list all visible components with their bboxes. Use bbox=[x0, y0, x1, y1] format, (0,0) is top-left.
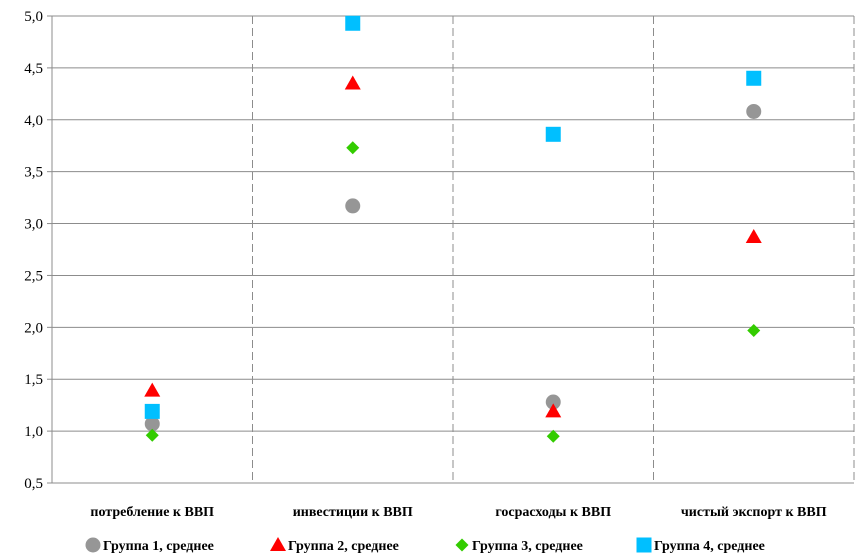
point-series4-cat4 bbox=[746, 70, 762, 86]
y-tick-label-8: 4,5 bbox=[24, 61, 43, 77]
point-series4-cat3 bbox=[545, 126, 561, 142]
legend-marker-2 bbox=[270, 537, 286, 551]
y-axis: 0,5 1,0 1,5 2,0 2,5 3,0 3,5 4,0 4,5 5,0 bbox=[24, 9, 43, 492]
point-series2-cat2 bbox=[344, 75, 361, 90]
y-tick-label-2: 1,5 bbox=[24, 372, 43, 388]
point-series4-cat2 bbox=[345, 15, 361, 31]
point-series3-cat3 bbox=[546, 429, 560, 443]
legend-marker-1 bbox=[85, 537, 101, 553]
data-points bbox=[144, 15, 762, 443]
point-series2-cat3 bbox=[545, 403, 562, 418]
point-series1-cat4 bbox=[746, 103, 762, 119]
category-label-3: чистый экспорт к ВВП bbox=[681, 505, 827, 520]
legend: Группа 1, среднее Группа 2, среднее Группа… bbox=[85, 537, 765, 554]
point-series1-cat1 bbox=[144, 416, 160, 432]
grid bbox=[47, 15, 855, 484]
legend-label-3: Группа 3, среднее bbox=[472, 539, 583, 554]
y-tick-label-1: 1,0 bbox=[24, 424, 43, 440]
legend-marker-3 bbox=[455, 538, 469, 552]
y-tick-label-9: 5,0 bbox=[24, 9, 43, 25]
point-series3-cat2 bbox=[346, 141, 360, 155]
legend-marker-4 bbox=[636, 537, 652, 553]
y-tick-label-3: 2,0 bbox=[24, 320, 43, 336]
category-label-2: госрасходы к ВВП bbox=[495, 505, 611, 520]
point-series3-cat4 bbox=[747, 323, 761, 337]
point-series2-cat4 bbox=[745, 229, 762, 244]
point-series1-cat3 bbox=[545, 394, 561, 410]
point-series3-cat1 bbox=[145, 428, 159, 442]
legend-label-1: Группа 1, среднее bbox=[103, 539, 214, 554]
x-axis: потребление к ВВП инвестиции к ВВП госрасх… bbox=[90, 505, 826, 520]
point-series4-cat1 bbox=[144, 403, 160, 419]
category-label-1: инвестиции к ВВП bbox=[293, 505, 413, 520]
y-tick-label-0: 0,5 bbox=[24, 476, 43, 492]
y-tick-label-7: 4,0 bbox=[24, 113, 43, 129]
y-tick-label-4: 2,5 bbox=[24, 268, 43, 284]
legend-label-2: Группа 2, среднее bbox=[288, 539, 399, 554]
y-tick-label-6: 3,5 bbox=[24, 165, 43, 181]
point-series2-cat1 bbox=[144, 382, 161, 397]
legend-label-4: Группа 4, среднее bbox=[654, 539, 765, 554]
category-label-0: потребление к ВВП bbox=[90, 505, 214, 520]
point-series1-cat2 bbox=[345, 198, 361, 214]
y-tick-label-5: 3,0 bbox=[24, 217, 43, 233]
